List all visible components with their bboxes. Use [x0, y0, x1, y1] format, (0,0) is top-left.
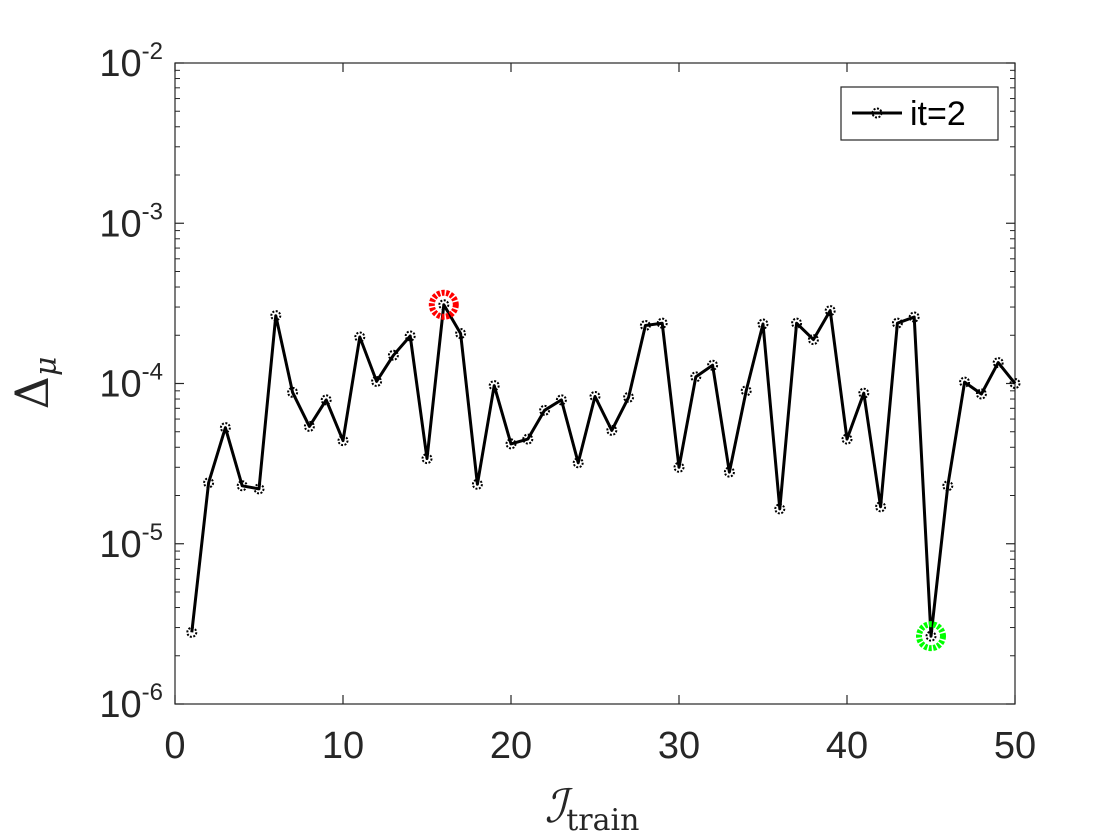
highlight-marker [916, 621, 946, 652]
y-tick-base: 10 [99, 364, 141, 406]
y-tick-exponent: -4 [142, 359, 163, 386]
data-point [539, 404, 551, 416]
x-tick-label: 40 [826, 725, 868, 767]
x-tick-label: 50 [994, 725, 1036, 767]
data-point [707, 359, 719, 371]
data-point [992, 357, 1004, 369]
data-point [690, 371, 702, 383]
data-point [488, 380, 500, 392]
data-point [236, 480, 248, 492]
x-axis-label: ℐtrain [545, 779, 640, 838]
data-point [253, 483, 265, 495]
y-axis: 10-610-510-410-310-2 [99, 38, 1015, 726]
data-point [858, 387, 870, 399]
plot-area [174, 62, 1016, 705]
y-tick-label: 10-4 [99, 359, 163, 406]
x-axis: 0 10 20 30 40 50 [164, 63, 1036, 767]
data-point [959, 376, 971, 388]
data-point [555, 394, 567, 406]
y-tick-label: 10-5 [99, 519, 163, 566]
data-point [589, 390, 601, 402]
y-axis-label-main: Δ [5, 376, 59, 409]
data-point [656, 317, 668, 329]
y-tick-exponent: -5 [142, 519, 163, 546]
data-point [942, 480, 954, 492]
x-tick-label: 10 [322, 725, 364, 767]
x-tick-label: 30 [658, 725, 700, 767]
data-point [505, 438, 517, 450]
data-point [740, 385, 752, 397]
y-tick-exponent: -2 [142, 38, 163, 65]
data-point [572, 457, 584, 469]
data-point [908, 311, 920, 323]
data-point [807, 334, 819, 346]
data-point [673, 461, 685, 473]
series-line [190, 303, 1017, 638]
y-axis-label: Δμ [5, 357, 64, 410]
data-point [639, 320, 651, 332]
data-point [303, 420, 315, 432]
legend-marker [871, 107, 883, 119]
y-tick-base: 10 [99, 43, 141, 85]
y-axis-label-sub: μ [29, 357, 64, 377]
data-point [757, 318, 769, 330]
data-point [270, 310, 282, 322]
data-point [925, 630, 937, 642]
x-tick-label: 0 [164, 725, 185, 767]
highlight-layer [428, 289, 946, 652]
y-tick-label: 10-2 [99, 38, 163, 85]
data-point [186, 626, 198, 638]
data-point [354, 331, 366, 343]
data-point [287, 386, 299, 398]
data-point [875, 501, 887, 513]
data-point [371, 375, 383, 387]
y-tick-exponent: -6 [142, 679, 163, 706]
data-point [404, 330, 416, 342]
y-tick-base: 10 [99, 524, 141, 566]
data-point [438, 299, 450, 311]
y-tick-exponent: -3 [142, 198, 163, 225]
legend: it=2 [840, 86, 999, 141]
x-tick-label: 20 [490, 725, 532, 767]
data-point [841, 433, 853, 445]
data-point [774, 503, 786, 515]
data-point [320, 394, 332, 406]
data-point [203, 477, 215, 489]
legend-label: it=2 [910, 95, 966, 133]
y-tick-label: 10-6 [99, 679, 163, 726]
data-point [623, 391, 635, 403]
data-point [723, 466, 735, 478]
y-tick-base: 10 [99, 684, 141, 726]
data-point [891, 317, 903, 329]
data-point [791, 317, 803, 329]
data-point [387, 349, 399, 361]
data-point [606, 424, 618, 436]
data-point [471, 478, 483, 490]
data-point [1009, 378, 1021, 389]
data-point [522, 433, 534, 445]
data-point [455, 328, 467, 340]
x-axis-label-sub: train [566, 803, 639, 838]
data-point [337, 435, 349, 447]
data-point [975, 388, 987, 400]
y-tick-base: 10 [99, 203, 141, 245]
series-layer [186, 299, 1021, 642]
y-tick-label: 10-3 [99, 198, 163, 245]
data-point [824, 305, 836, 317]
data-point [219, 422, 231, 434]
data-point [421, 453, 433, 465]
highlight-marker [428, 289, 459, 320]
